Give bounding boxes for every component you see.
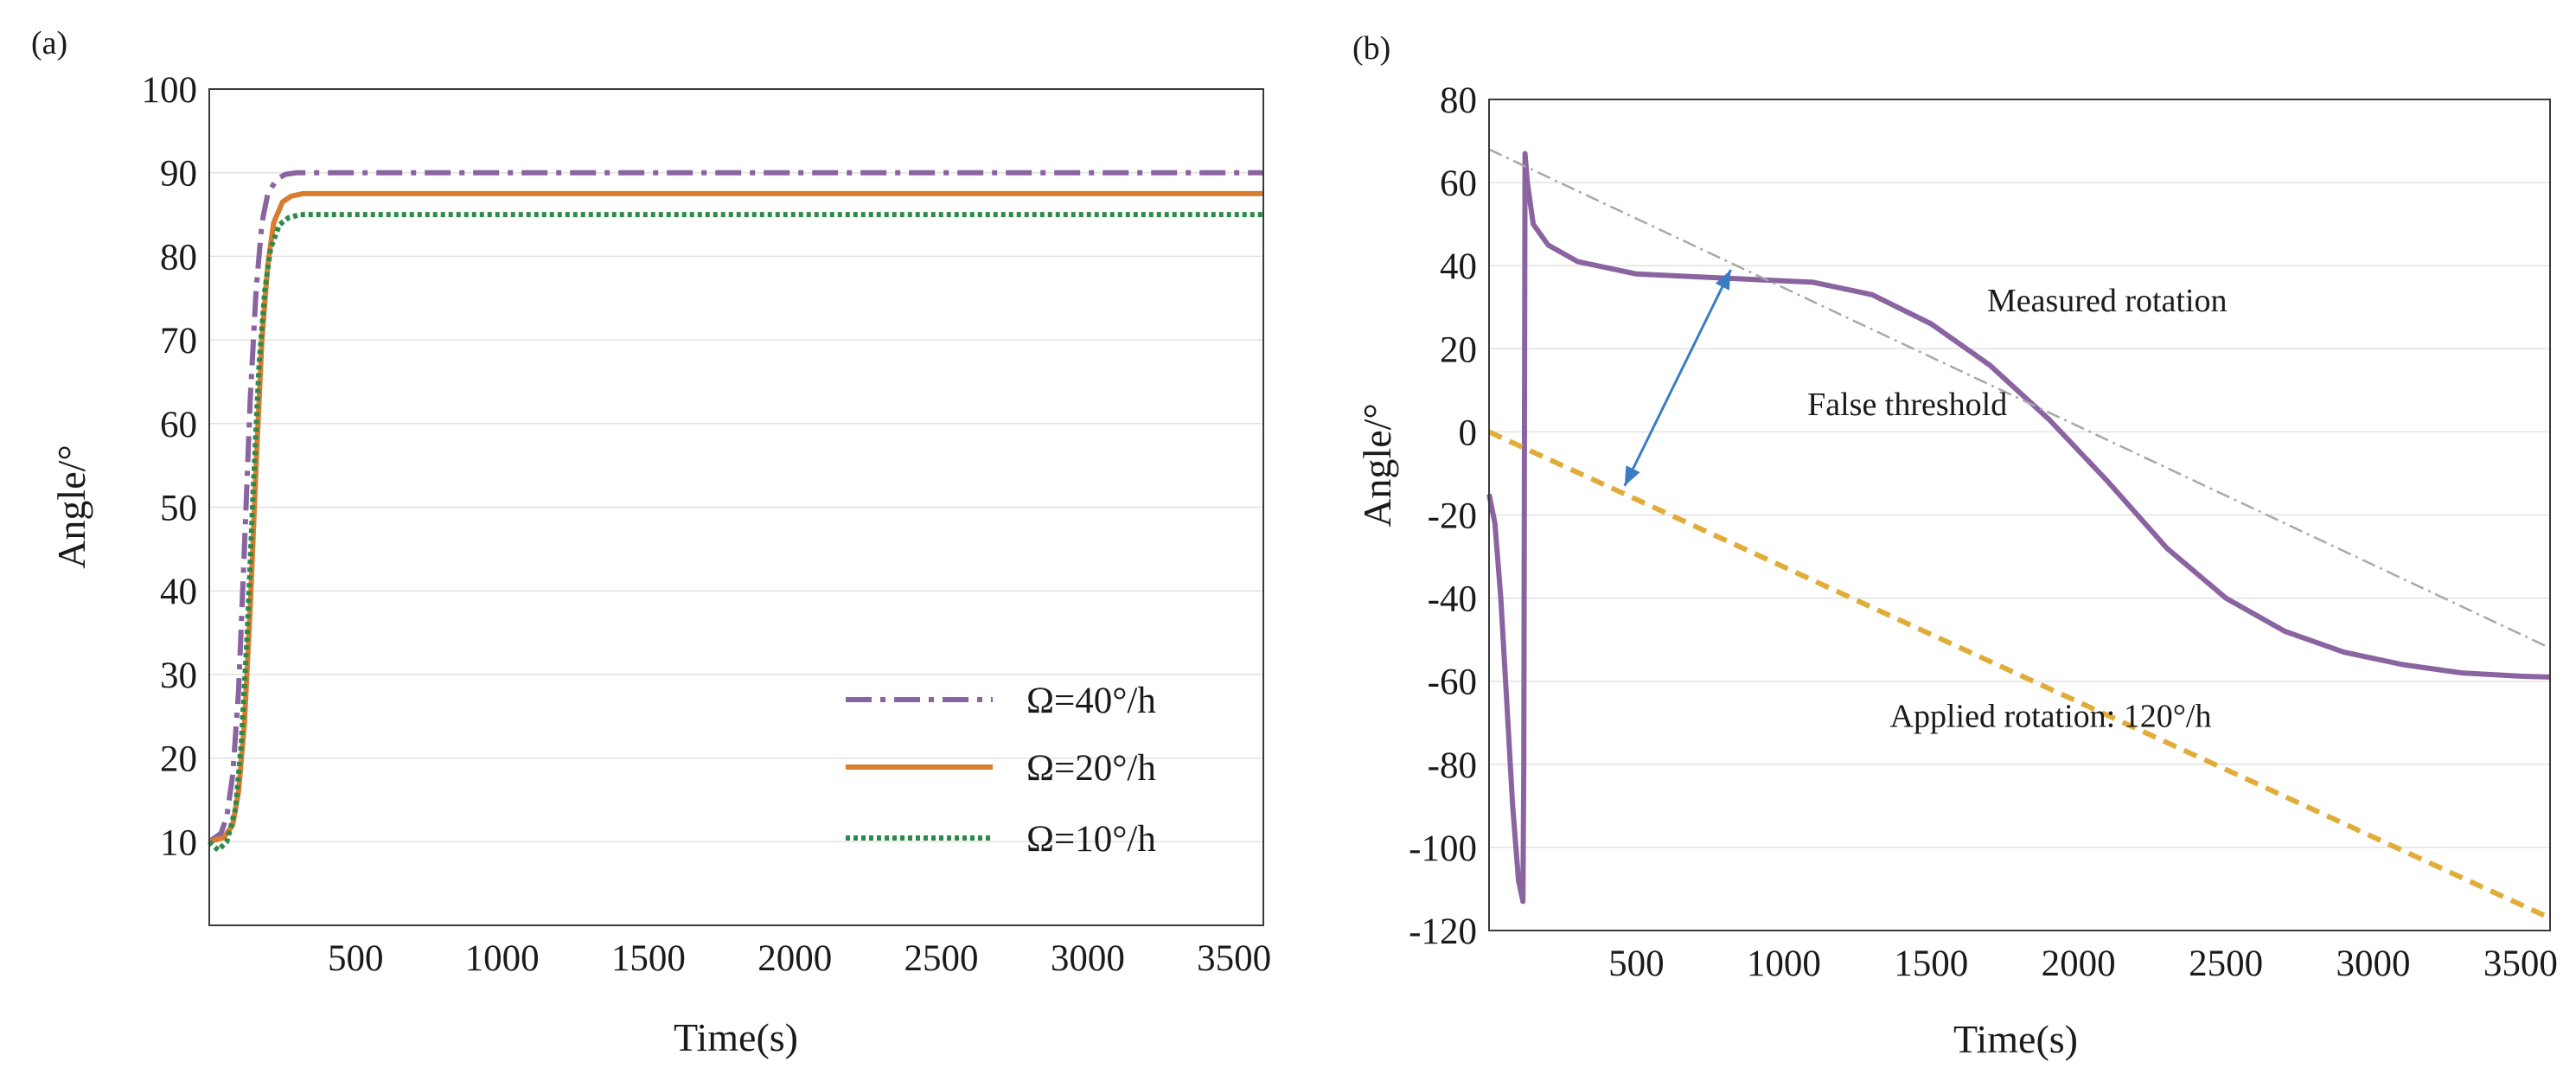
panel-a-x-tick-label: 1000	[465, 938, 540, 979]
false-threshold-arrowhead-top	[1715, 270, 1731, 291]
panel-a-y-tick-label: 30	[160, 656, 197, 696]
panel-a-legend: Ω=40°/h Ω=20°/h Ω=10°/h	[846, 681, 1156, 860]
legend-label-omega-40: Ω=40°/h	[1026, 681, 1156, 721]
panel-b-y-tick-label: -20	[1428, 496, 1477, 537]
legend-label-omega-20: Ω=20°/h	[1026, 748, 1156, 789]
panel-b-x-tick-label: 1500	[1894, 943, 1968, 984]
panel-a-x-tick-label: 2500	[904, 938, 979, 979]
panel-b-y-tick-label: 0	[1459, 413, 1478, 453]
panel-b-x-tick-label: 1000	[1747, 943, 1821, 984]
panel-b-y-tick-label: 60	[1440, 163, 1477, 204]
panel-b-chart: (b) -120 -100 -80 -60 -40 -20 0 20 40 60 80 500 100…	[1352, 30, 2558, 1061]
panel-a-x-tick-label: 500	[328, 938, 384, 979]
panel-a-x-tick-label: 3000	[1051, 938, 1125, 979]
legend-label-omega-10: Ω=10°/h	[1026, 819, 1156, 860]
panel-b-y-tick-label: 80	[1440, 80, 1477, 121]
panel-b-x-tick-label: 500	[1608, 943, 1665, 984]
annotation-applied-rotation-120-h: Applied rotation: 120°/h	[1890, 699, 2212, 735]
series-line-omega-20-h	[208, 190, 1263, 845]
panel-a-x-tick-label: 3500	[1197, 938, 1271, 979]
panel-a-x-axis-label: Time(s)	[674, 1015, 798, 1059]
panel-b-y-tick-label: -60	[1428, 662, 1477, 703]
panel-a-y-tick-label: 20	[160, 739, 197, 780]
false-threshold-arrow-shaft	[1623, 269, 1732, 487]
panel-a-y-tick-label: 90	[160, 154, 197, 195]
panel-a-x-tick-label: 2000	[757, 938, 832, 979]
annotation-measured-rotation: Measured rotation	[1987, 283, 2228, 319]
series-line-trend	[1488, 148, 2551, 649]
panel-b-y-tick-label: -40	[1428, 579, 1477, 620]
panel-b-x-axis-label: Time(s)	[1953, 1017, 2078, 1061]
panel-b-y-tick-label: -80	[1428, 745, 1477, 786]
series-line-omega-10-h	[207, 212, 1263, 853]
panel-a-x-tick-label: 1500	[611, 938, 686, 979]
panel-b-x-tick-label: 2000	[2042, 943, 2116, 984]
panel-b-y-tick-label: 20	[1440, 329, 1477, 370]
panel-a-y-tick-label: 70	[160, 321, 197, 361]
series-line-omega-40-h	[208, 170, 1263, 844]
panel-a-y-tick-label: 10	[160, 822, 197, 863]
panel-a-y-axis-label: Angle/°	[49, 445, 93, 569]
panel-a-y-tick-label: 80	[160, 237, 197, 278]
panel-a-y-tick-label: 50	[160, 489, 197, 529]
panel-a-y-tick-label: 100	[142, 70, 198, 111]
panel-b-x-tick-label: 3000	[2336, 943, 2411, 984]
panel-b-plot-frame	[1488, 99, 2551, 931]
panel-a-plot-frame	[208, 88, 1264, 926]
panel-a-chart: (a) 10 20 30 40 50 60 70 80 90 100 500 1000 1500 200…	[31, 25, 1271, 1059]
series-line-applied-rotation-120-h	[1487, 429, 2552, 921]
panel-b-x-tick-label: 3500	[2483, 943, 2558, 984]
panel-b-y-tick-label: -100	[1409, 828, 1477, 869]
panel-b-x-tick-label: 2500	[2189, 943, 2263, 984]
panel-a-y-tick-label: 60	[160, 405, 197, 445]
false-threshold-arrowhead-bottom	[1624, 465, 1640, 486]
panel-a-y-tick-label: 40	[160, 572, 197, 612]
panel-b-y-tick-label: 40	[1440, 246, 1477, 287]
panel-a-label: (a)	[31, 25, 67, 61]
annotation-false-threshold: False threshold	[1807, 387, 2007, 423]
panel-b-y-tick-label: -120	[1409, 911, 1477, 952]
panel-b-y-axis-label: Angle/°	[1355, 403, 1399, 528]
panel-b-label: (b)	[1352, 30, 1390, 67]
